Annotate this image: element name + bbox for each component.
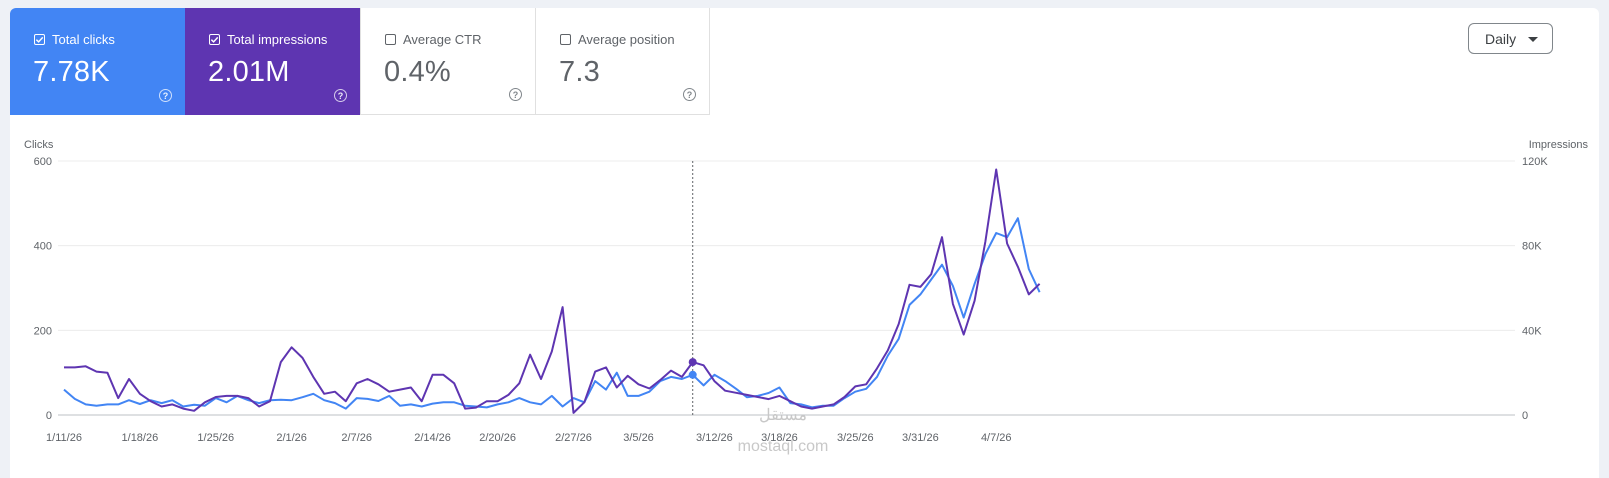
x-tick-label: 2/20/26 [479,432,516,444]
performance-panel: Total clicks 7.78K ? Total impressions 2… [10,8,1599,478]
clicks-series-line [63,217,1041,410]
hover-markers [688,358,697,379]
left-axis-title: Clicks [24,139,54,151]
total-impressions-checkbox[interactable] [209,34,220,45]
clicks-hover-point [688,370,697,379]
total-clicks-label: Total clicks [52,32,115,47]
average-position-label: Average position [578,32,675,47]
average-ctr-label: Average CTR [403,32,482,47]
x-tick-label: 4/7/26 [981,432,1012,444]
check-icon [35,36,44,43]
total-impressions-label: Total impressions [227,32,328,47]
average-position-checkbox[interactable] [560,34,571,45]
granularity-label: Daily [1485,30,1517,47]
right-tick-label: 0 [1522,410,1528,422]
total-impressions-card[interactable]: Total impressions 2.01M ? [185,8,360,115]
x-tick-label: 2/1/26 [276,432,307,444]
metric-cards: Total clicks 7.78K ? Total impressions 2… [10,8,710,115]
x-tick-label: 1/11/26 [46,432,82,444]
x-tick-label: 3/5/26 [623,432,654,444]
help-icon[interactable]: ? [159,89,172,102]
check-icon [210,36,219,43]
average-ctr-checkbox[interactable] [385,34,396,45]
help-icon[interactable]: ? [683,88,696,101]
average-position-card[interactable]: Average position 7.3 ? [535,8,710,115]
x-tick-label: 1/18/26 [122,432,159,444]
total-clicks-card[interactable]: Total clicks 7.78K ? [10,8,185,115]
watermark-arabic: مستقل [759,407,807,424]
total-clicks-header: Total clicks [34,32,115,47]
total-clicks-checkbox[interactable] [34,34,45,45]
x-tick-label: 2/27/26 [555,432,592,444]
total-impressions-header: Total impressions [209,32,327,47]
granularity-dropdown[interactable]: Daily [1468,23,1553,54]
chart-series [63,168,1041,414]
chart-gridlines [58,160,1515,416]
impressions-hover-point [688,358,697,367]
x-tick-label: 3/18/26 [761,432,798,444]
total-impressions-value: 2.01M [208,56,290,88]
x-tick-label: 2/7/26 [341,432,372,444]
right-tick-label: 80K [1522,241,1542,253]
average-ctr-card[interactable]: Average CTR 0.4% ? [360,8,535,115]
right-tick-label: 120K [1522,156,1548,168]
x-axis-ticks: 1/11/26 1/18/26 1/25/26 2/1/26 2/7/26 2/14/26… [46,432,1011,444]
x-tick-label: 2/14/26 [414,432,451,444]
left-tick-label: 0 [46,410,52,422]
average-position-header: Average position [560,32,675,47]
impressions-series-line [64,168,1041,414]
help-icon[interactable]: ? [334,89,347,102]
caret-down-icon [1528,37,1538,42]
average-ctr-header: Average CTR [385,32,482,47]
performance-chart[interactable]: Clicks Impressions 600 400 200 0 120K 80K 40K… [10,8,1599,478]
right-axis-title: Impressions [1529,139,1589,151]
average-ctr-value: 0.4% [384,56,451,88]
left-tick-label: 400 [34,241,52,253]
right-axis-ticks: 120K 80K 40K 0 [1522,156,1548,422]
x-tick-label: 3/25/26 [837,432,874,444]
total-clicks-value: 7.78K [33,56,110,88]
right-tick-label: 40K [1522,325,1542,337]
left-axis-ticks: 600 400 200 0 [34,156,52,422]
x-tick-label: 3/12/26 [696,432,733,444]
left-tick-label: 200 [34,325,52,337]
x-tick-label: 1/25/26 [197,432,234,444]
help-icon[interactable]: ? [509,88,522,101]
watermark-latin: mostaql.com [738,438,829,455]
average-position-value: 7.3 [559,56,600,88]
x-tick-label: 3/31/26 [902,432,939,444]
left-tick-label: 600 [34,156,52,168]
